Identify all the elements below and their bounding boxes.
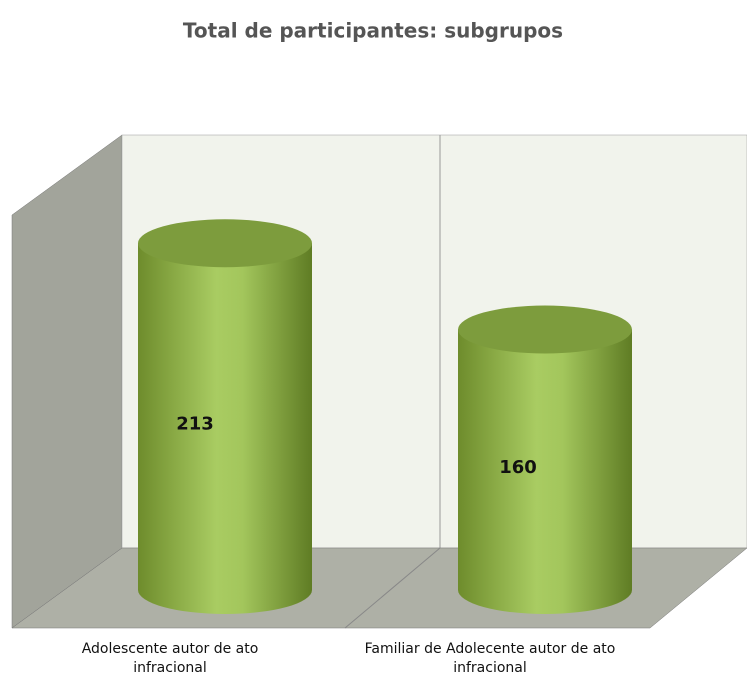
x-tick-label: Adolescente autor de ato infracional [81, 641, 259, 676]
value-label: 213 [176, 414, 214, 435]
bar [458, 329, 632, 614]
floor-divider [344, 547, 441, 629]
bar-top [138, 219, 312, 268]
bar-top [458, 305, 632, 354]
x-tick-label: Familiar de Adolecente autor de ato infr… [364, 641, 616, 676]
value-label: 160 [499, 457, 537, 478]
bar [138, 243, 312, 614]
side-wall [11, 134, 123, 629]
chart-title: Total de participantes: subgrupos [183, 19, 563, 43]
floor [11, 547, 747, 629]
